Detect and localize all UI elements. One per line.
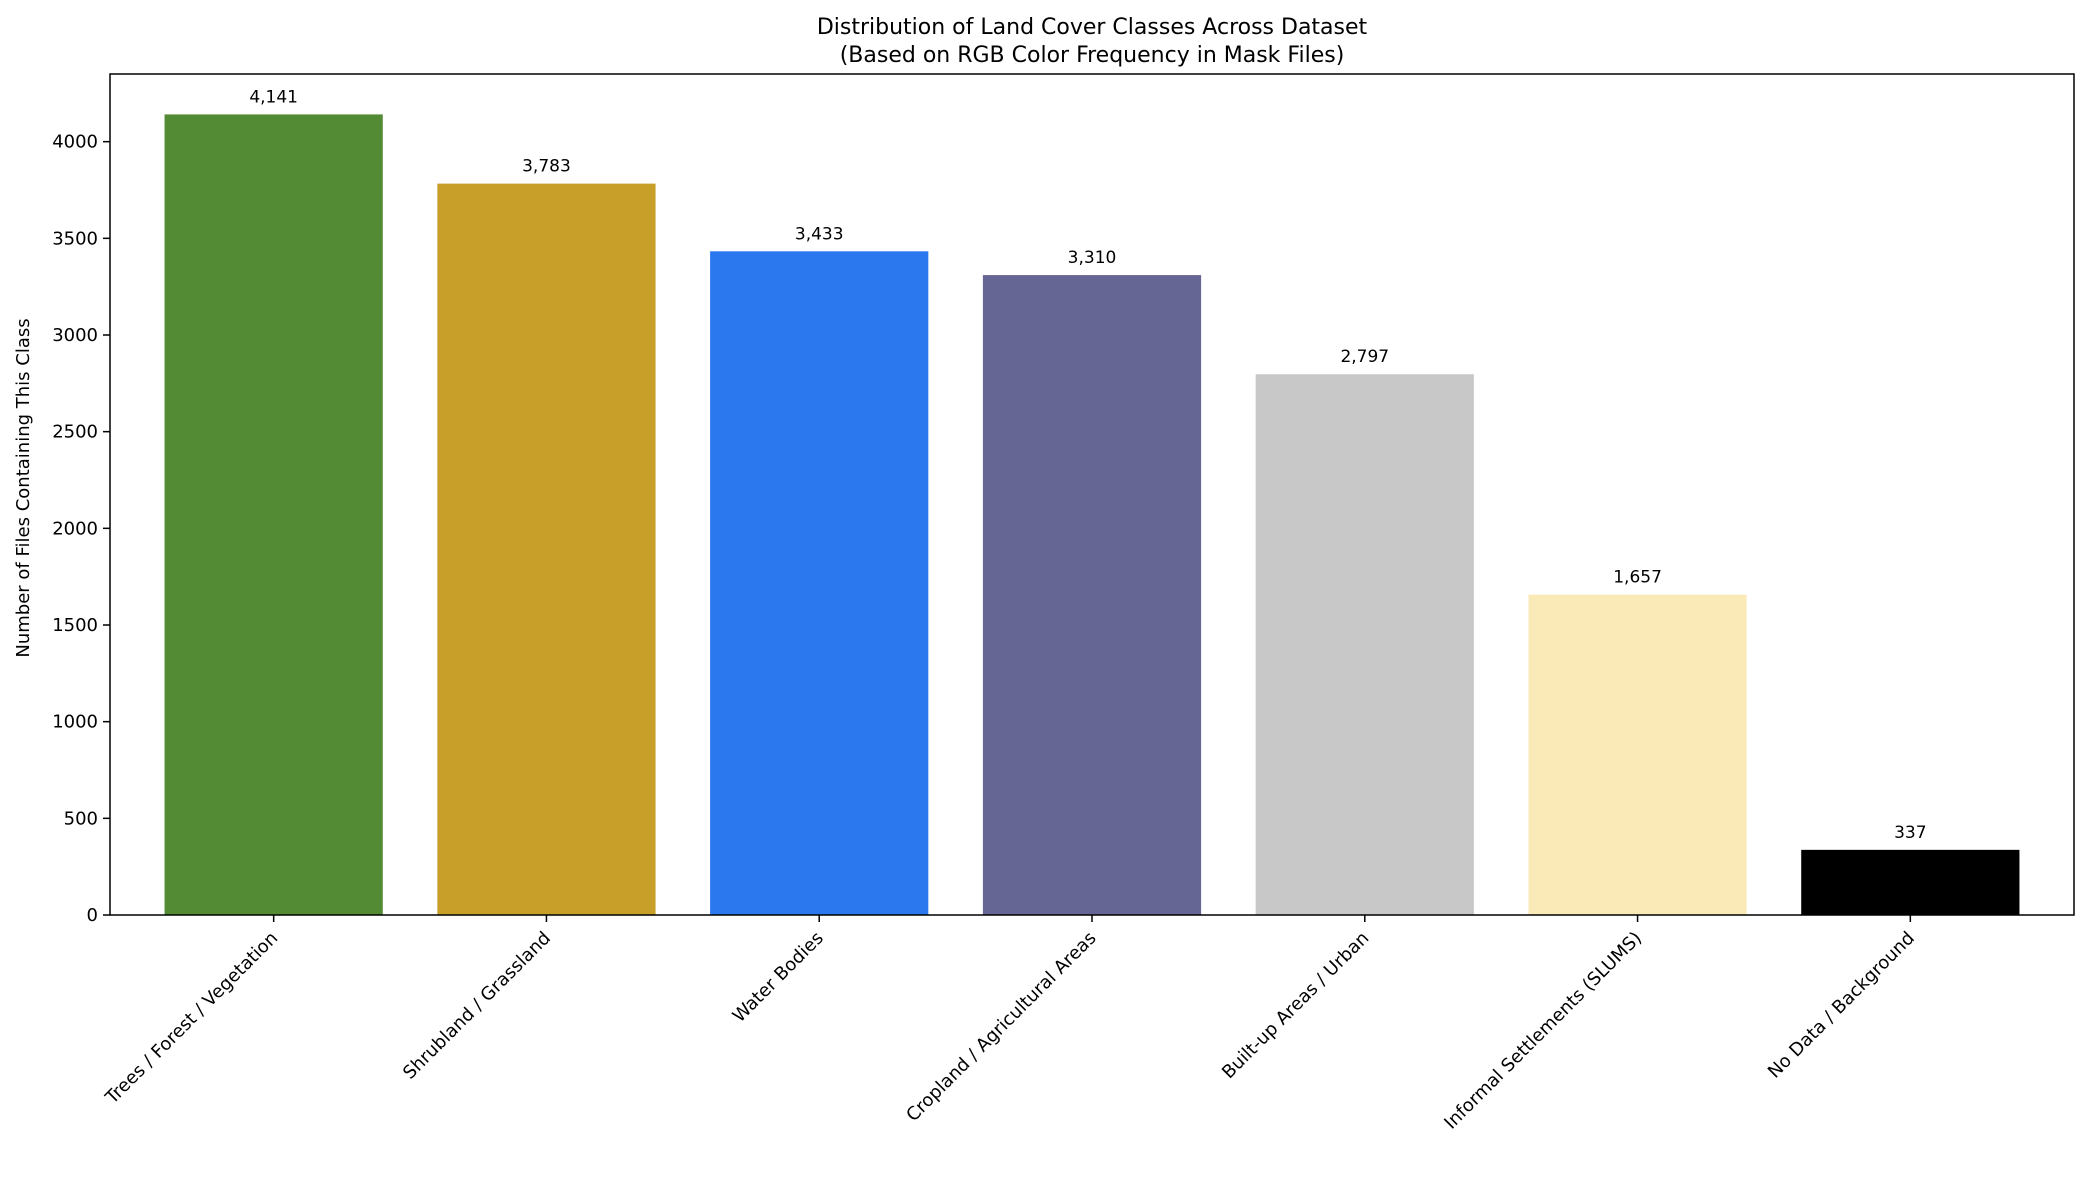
bar-value-label: 1,657 (1613, 568, 1662, 588)
chart-subtitle: (Based on RGB Color Frequency in Mask Fi… (840, 43, 1345, 68)
y-axis-ticks: 0 500 1000 1500 2000 2500 3000 3500 4000 (52, 132, 110, 926)
bar-value-label: 3,310 (1068, 248, 1117, 268)
bar-value-label: 4,141 (249, 87, 298, 107)
y-tick-label: 3000 (52, 325, 98, 346)
y-tick-label: 2500 (52, 422, 98, 443)
x-tick-label: No Data / Background (1764, 928, 1919, 1083)
x-tick-label: Shrubland / Grassland (399, 928, 555, 1084)
bar (437, 183, 656, 915)
bar-value-label: 3,433 (795, 224, 844, 244)
y-tick-label: 500 (64, 808, 98, 829)
y-tick-label: 4000 (52, 132, 98, 153)
bars-group (164, 114, 2020, 916)
x-tick-label: Informal Settlements (SLUMS) (1440, 928, 1646, 1134)
bar-value-label: 3,783 (522, 157, 571, 177)
chart-title: Distribution of Land Cover Classes Acros… (817, 15, 1368, 40)
bar (982, 275, 1202, 916)
bar (710, 251, 929, 915)
y-tick-label: 0 (87, 905, 98, 926)
bar-value-label: 337 (1894, 823, 1926, 843)
x-tick-label: Cropland / Agricultural Areas (902, 928, 1100, 1126)
x-axis-ticks: Trees / Forest / Vegetation Shrubland / G… (101, 915, 1919, 1133)
data-labels-group: 4,141 3,783 3,433 3,310 2,797 1,657 337 (249, 87, 1926, 842)
bar (164, 114, 383, 915)
y-axis-label: Number of Files Containing This Class (13, 318, 34, 657)
y-tick-label: 1000 (52, 712, 98, 733)
x-tick-label: Built-up Areas / Urban (1218, 928, 1373, 1083)
bar-value-label: 2,797 (1340, 347, 1389, 367)
bar (1801, 849, 2020, 915)
plot-frame (109, 73, 2075, 916)
bar (1528, 594, 1747, 915)
y-tick-label: 1500 (52, 615, 98, 636)
x-tick-label: Trees / Forest / Vegetation (101, 928, 282, 1109)
y-tick-label: 3500 (52, 228, 98, 249)
x-tick-label: Water Bodies (729, 928, 828, 1027)
bar (1255, 374, 1474, 915)
y-tick-label: 2000 (52, 518, 98, 539)
